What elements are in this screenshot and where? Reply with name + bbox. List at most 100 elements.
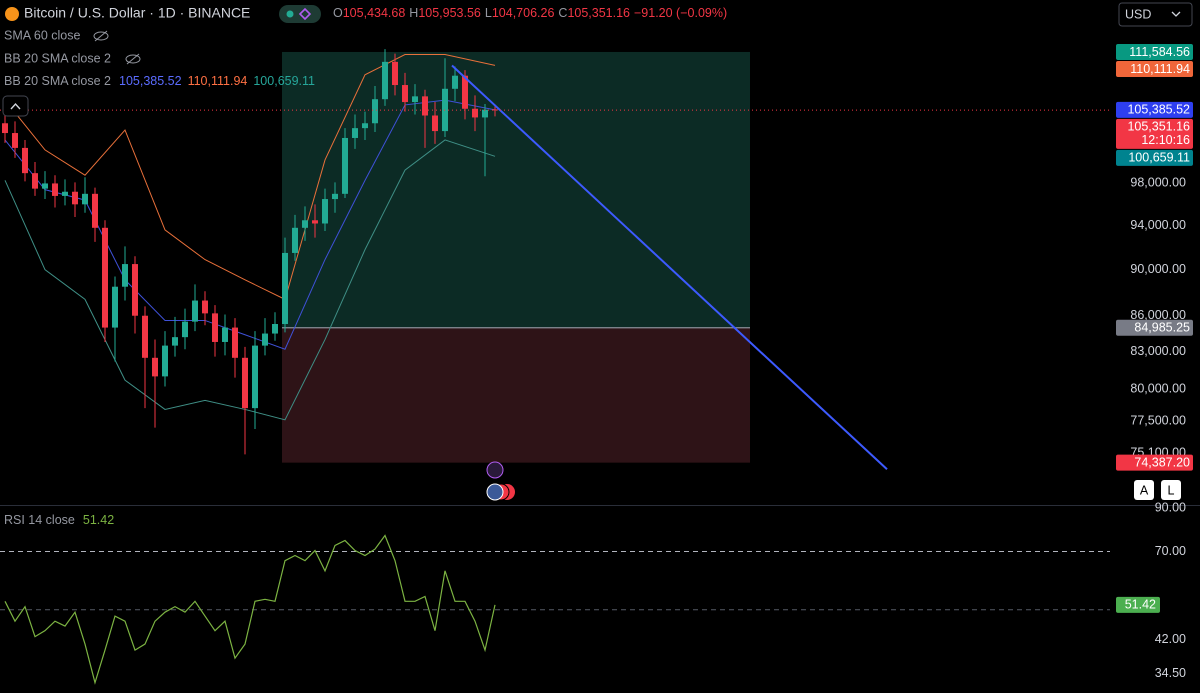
candle-body bbox=[152, 357, 158, 377]
indicator-value: 110,111.94 bbox=[188, 74, 248, 88]
price-change: −91.20 (−0.09%) bbox=[634, 6, 727, 20]
candle-body bbox=[62, 191, 68, 196]
indicator-name[interactable]: BB 20 SMA close 2 bbox=[4, 51, 111, 65]
symbol-title: Bitcoin / U.S. Dollar · 1D · BINANCE bbox=[24, 5, 250, 21]
candle-body bbox=[312, 220, 318, 224]
candle-body bbox=[422, 96, 428, 116]
ohlc-value: 105,434.68 bbox=[343, 6, 406, 20]
ohlc-value: 105,953.56 bbox=[418, 6, 481, 20]
y-tick-label: 90.00 bbox=[1155, 500, 1186, 514]
price-label-box bbox=[1116, 60, 1193, 77]
price-label-box bbox=[1116, 149, 1193, 166]
candle-body bbox=[22, 147, 28, 174]
currency-chevron bbox=[1171, 11, 1181, 17]
candle-body bbox=[142, 315, 148, 358]
position-profit-zone bbox=[282, 51, 750, 328]
price-label-box bbox=[1116, 454, 1193, 471]
rsi-line bbox=[4, 534, 496, 685]
log-scale-button[interactable] bbox=[1161, 480, 1181, 500]
candle-body bbox=[262, 333, 268, 346]
bollinger-band bbox=[4, 54, 496, 301]
ohlc-value: 105,351.16 bbox=[567, 6, 630, 20]
indicator-name[interactable]: SMA 60 close bbox=[4, 28, 80, 42]
collapse-chevron bbox=[10, 102, 21, 110]
candle-body bbox=[92, 193, 98, 228]
price-label: 111,584.56 bbox=[1129, 45, 1190, 59]
candle-body bbox=[2, 123, 8, 134]
candle-body bbox=[82, 193, 88, 205]
coin-icon bbox=[5, 7, 19, 21]
indicator-name[interactable]: BB 20 SMA close 2 bbox=[4, 74, 111, 88]
price-label-box bbox=[1116, 101, 1193, 118]
status-dot bbox=[286, 10, 294, 18]
ohlc-legend: O105,434.68 H105,953.56 L104,706.26 C105,35… bbox=[333, 6, 727, 20]
candle-body bbox=[202, 300, 208, 314]
candle-body bbox=[162, 345, 168, 377]
candle-body bbox=[42, 183, 48, 189]
candle-body bbox=[122, 264, 128, 287]
price-label: 74,387.20 bbox=[1134, 455, 1190, 469]
y-tick-label: 70.00 bbox=[1155, 544, 1186, 558]
candle-body bbox=[222, 327, 228, 342]
price-label: 105,385.52 bbox=[1127, 103, 1190, 117]
candle-body bbox=[182, 321, 188, 338]
price-label-countdown: 12:10:16 bbox=[1141, 133, 1190, 147]
rsi-legend: RSI 14 close 51.42 bbox=[4, 513, 114, 527]
candle-body bbox=[302, 220, 308, 228]
candle-body bbox=[132, 264, 138, 316]
price-label-box bbox=[1116, 118, 1193, 149]
candle-body bbox=[322, 199, 328, 224]
candle-body bbox=[462, 75, 468, 109]
hidden-icon[interactable] bbox=[125, 53, 141, 65]
candle-body bbox=[12, 133, 18, 148]
candle-body bbox=[32, 173, 38, 189]
candle-body bbox=[372, 99, 378, 124]
rsi-value-label: 51.42 bbox=[1125, 598, 1156, 612]
event-icon[interactable] bbox=[486, 461, 504, 479]
ohlc-key: H bbox=[409, 6, 418, 20]
auto-scale-button[interactable] bbox=[1134, 480, 1154, 500]
candle-body bbox=[242, 357, 248, 409]
candle-body bbox=[332, 193, 338, 200]
candle-body bbox=[232, 327, 238, 358]
log-scale-label: L bbox=[1168, 483, 1175, 497]
y-tick-label: 98,000.00 bbox=[1130, 176, 1186, 190]
ohlc-value: 104,706.26 bbox=[492, 6, 555, 20]
ohlc-key: C bbox=[558, 6, 567, 20]
candle-body bbox=[282, 252, 288, 325]
candle-body bbox=[212, 313, 218, 342]
candle-body bbox=[342, 137, 348, 194]
price-label: 110,111.94 bbox=[1130, 62, 1190, 76]
candle-body bbox=[432, 115, 438, 132]
collapse-button[interactable] bbox=[2, 95, 29, 117]
rsi-pane: RSI 14 close 51.42 bbox=[0, 513, 1110, 685]
candle-body bbox=[362, 123, 368, 129]
y-tick-label: 77,500.00 bbox=[1130, 413, 1186, 427]
candle-body bbox=[102, 227, 108, 328]
y-tick-label: 34.50 bbox=[1155, 666, 1186, 680]
hidden-icon[interactable] bbox=[93, 30, 109, 42]
y-tick-label: 83,000.00 bbox=[1130, 344, 1186, 358]
indicator-legend: BB 20 SMA close 2 105,385.52 110,111.94 100… bbox=[4, 74, 315, 88]
candle-body bbox=[172, 337, 178, 346]
y-tick-label: 90,000.00 bbox=[1130, 262, 1186, 276]
price-label: 100,659.11 bbox=[1128, 151, 1190, 165]
candle-body bbox=[112, 286, 118, 328]
candle-body bbox=[392, 61, 398, 86]
candle-body bbox=[412, 96, 418, 103]
candle-body bbox=[52, 183, 58, 196]
candle-body bbox=[402, 85, 408, 103]
auto-scale-label: A bbox=[1140, 483, 1149, 497]
candle-body bbox=[352, 128, 358, 138]
candle-body bbox=[192, 300, 198, 322]
y-tick-label: 80,000.00 bbox=[1130, 381, 1186, 395]
candle-body bbox=[452, 75, 458, 89]
trend-line bbox=[451, 64, 888, 471]
candle-body bbox=[472, 108, 478, 118]
rsi-title: RSI 14 close bbox=[4, 513, 75, 527]
event-icon[interactable] bbox=[486, 483, 504, 501]
price-label-box bbox=[1116, 319, 1193, 336]
currency-select[interactable] bbox=[1118, 2, 1193, 27]
